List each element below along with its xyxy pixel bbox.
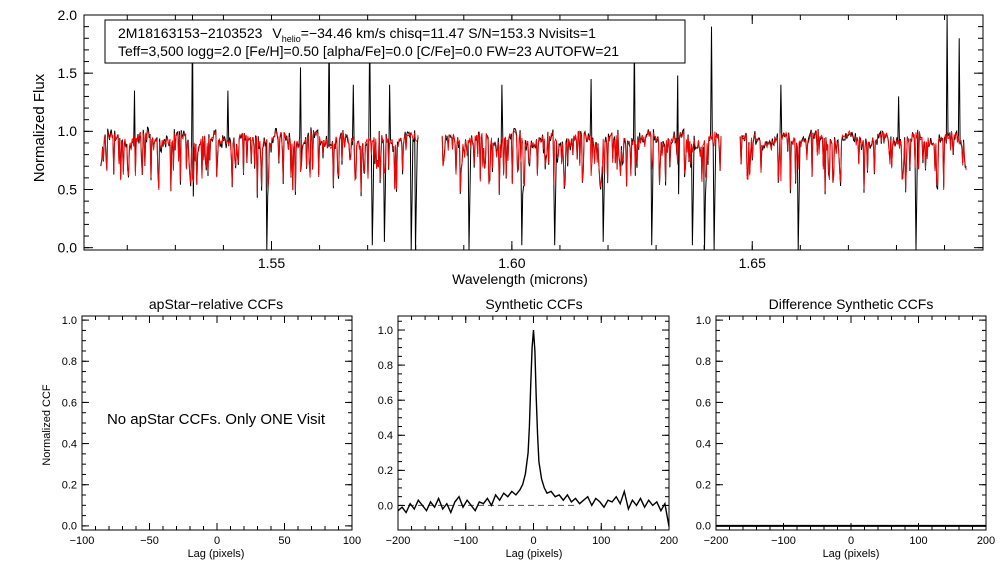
y-tick-label: 0.0 (58, 240, 78, 256)
y-tick-label: 0.6 (696, 397, 711, 409)
y-tick-label: 1.0 (58, 123, 78, 139)
x-tick-label: −50 (140, 535, 159, 547)
y-tick-label: 0.2 (696, 480, 711, 492)
y-tick-label: 1.0 (378, 325, 393, 337)
apstar-ccf-y-axis-label: Normalized CCF (41, 384, 53, 466)
y-tick-label: 0.4 (62, 438, 77, 450)
apstar-ccf-x-axis-label: Lag (pixels) (188, 548, 245, 560)
synthetic-ccf-title: Synthetic CCFs (485, 296, 582, 312)
x-tick-label: 100 (592, 535, 610, 547)
difference-ccf-title: Difference Synthetic CCFs (769, 296, 934, 312)
y-tick-label: 1.5 (58, 65, 78, 81)
spectrum-panel: 1.55 1.60 1.65 0.0 0.5 1.0 1.5 2.0 2M18163153−2… (31, 7, 984, 287)
y-tick-label: 0.0 (62, 521, 77, 533)
info-line-2: Teff=3,500 logg=2.0 [Fe/H]=0.50 [alpha/F… (118, 43, 619, 59)
difference-ccf-ticks: −200 −100 0 100 200 0.0 0.2 0.4 0.6 0.8 1.0 (696, 315, 995, 547)
apstar-ccf-panel: apStar−relative CCFs −100 −50 0 50 100 0.0 0.2… (41, 296, 361, 560)
y-tick-label: 0.0 (378, 500, 393, 512)
x-tick-label: 100 (343, 535, 361, 547)
x-tick-label: −100 (771, 535, 796, 547)
y-tick-label: 0.4 (696, 438, 711, 450)
x-tick-label: −200 (386, 535, 411, 547)
x-tick-label: −100 (70, 535, 95, 547)
spectrum-x-axis-label: Wavelength (microns) (452, 271, 588, 287)
x-tick-label: 0 (530, 535, 536, 547)
x-tick-label: 0 (848, 535, 854, 547)
x-tick-label: 0 (214, 535, 220, 547)
y-tick-label: 1.0 (62, 315, 77, 327)
x-tick-label: 1.55 (258, 255, 285, 271)
y-tick-label: 0.8 (62, 356, 77, 368)
y-tick-label: 0.2 (378, 465, 393, 477)
y-tick-label: 2.0 (58, 7, 78, 23)
x-tick-label: −100 (453, 535, 478, 547)
y-tick-label: 0.4 (378, 430, 393, 442)
spectrum-y-axis-label: Normalized Flux (31, 73, 48, 182)
x-tick-label: 50 (278, 535, 290, 547)
x-tick-label: 200 (660, 535, 678, 547)
x-tick-label: 100 (909, 535, 927, 547)
x-tick-label: 1.60 (498, 255, 525, 271)
star-id: 2M18163153−2103523 (118, 25, 263, 41)
info-line-1-values: =−34.46 km/s chisq=11.47 S/N=153.3 Nvisi… (301, 25, 596, 41)
info-line-1: 2M18163153−2103523 Vhelio=−34.46 km/s chi… (118, 25, 596, 44)
synthetic-spectrum-line (739, 129, 967, 192)
info-box (104, 19, 686, 64)
synthetic-ccf-panel: Synthetic CCFs −200 −100 0 100 200 0.0 0.2 0.4 0… (378, 296, 678, 560)
synthetic-ccf-line (397, 329, 670, 527)
synthetic-ccf-x-axis-label: Lag (pixels) (506, 548, 563, 560)
vhelio-symbol: V (272, 25, 282, 41)
y-tick-label: 0.5 (58, 181, 78, 197)
synthetic-ccf-lines (397, 329, 670, 527)
synthetic-ccf-ticks: −200 −100 0 100 200 0.0 0.2 0.4 0.6 0.8 1.0 (378, 316, 678, 547)
y-tick-label: 0.6 (378, 395, 393, 407)
apstar-ccf-title: apStar−relative CCFs (149, 296, 283, 312)
y-tick-label: 0.2 (62, 480, 77, 492)
spectrum-traces (100, 14, 967, 251)
x-tick-label: 200 (977, 535, 995, 547)
y-tick-label: 1.0 (696, 315, 711, 327)
y-tick-label: 0.8 (696, 356, 711, 368)
synthetic-spectrum-line (100, 129, 419, 195)
synthetic-spectrum-line (441, 129, 722, 195)
x-tick-label: 1.65 (739, 255, 766, 271)
x-tick-label: −200 (704, 535, 729, 547)
apstar-ccf-ticks: −100 −50 0 50 100 0.0 0.2 0.4 0.6 0.8 1.0 (62, 315, 361, 547)
difference-ccf-panel: Difference Synthetic CCFs −200 −100 0 100 20… (696, 296, 995, 560)
no-ccf-annotation: No apStar CCFs. Only ONE Visit (107, 411, 326, 428)
y-tick-label: 0.6 (62, 397, 77, 409)
spectrum-plot-frame (83, 14, 984, 251)
difference-ccf-x-axis-label: Lag (pixels) (823, 548, 880, 560)
vhelio-subscript: helio (282, 34, 301, 44)
y-tick-label: 0.0 (696, 521, 711, 533)
y-tick-label: 0.8 (378, 360, 393, 372)
